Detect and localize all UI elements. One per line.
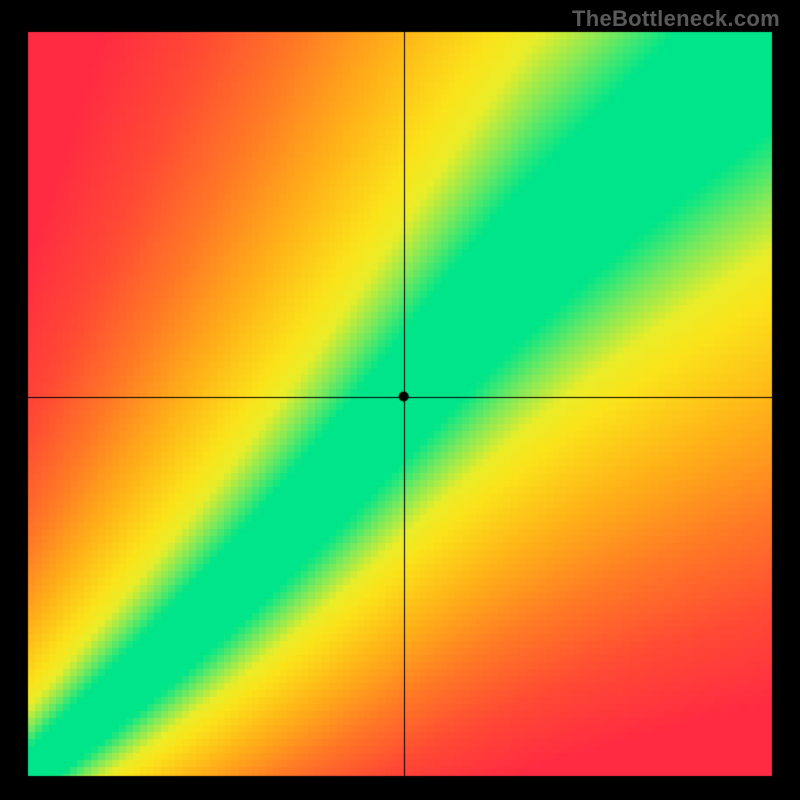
chart-container: TheBottleneck.com [0,0,800,800]
watermark-text: TheBottleneck.com [572,6,780,32]
bottleneck-heatmap [0,0,800,800]
